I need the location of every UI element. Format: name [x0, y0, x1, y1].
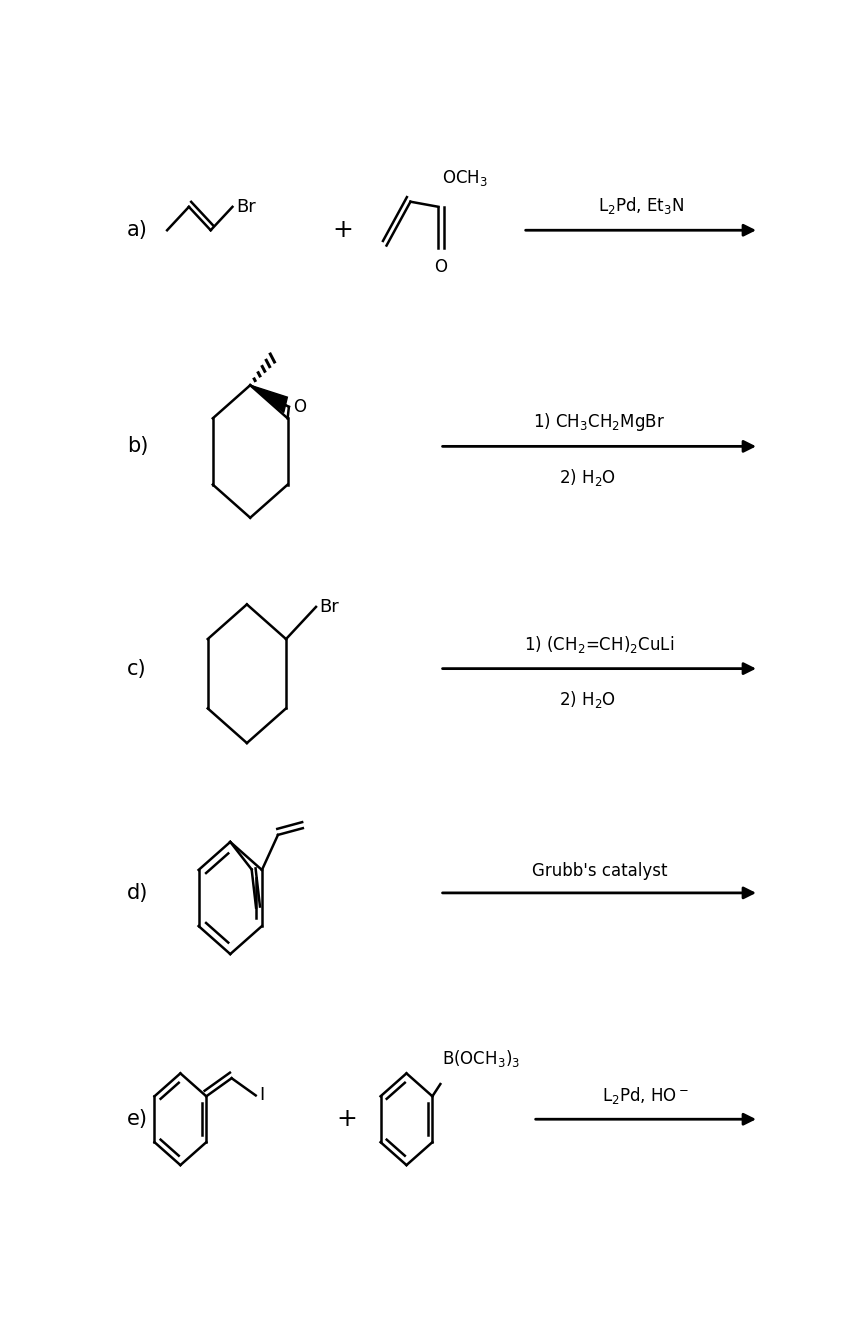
Text: 2) H$_2$O: 2) H$_2$O: [559, 688, 616, 710]
Text: 2) H$_2$O: 2) H$_2$O: [559, 467, 616, 487]
Text: O: O: [434, 258, 448, 275]
Text: a): a): [127, 220, 148, 240]
Text: O: O: [293, 399, 305, 416]
Text: c): c): [127, 658, 147, 679]
Text: d): d): [127, 883, 148, 903]
Text: +: +: [333, 218, 353, 242]
Polygon shape: [251, 385, 287, 413]
Text: +: +: [336, 1107, 357, 1131]
Text: 1) (CH$_2$=CH)$_2$CuLi: 1) (CH$_2$=CH)$_2$CuLi: [524, 634, 674, 655]
Text: I: I: [259, 1087, 264, 1104]
Text: L$_2$Pd, HO$^-$: L$_2$Pd, HO$^-$: [602, 1084, 689, 1106]
Text: L$_2$Pd, Et$_3$N: L$_2$Pd, Et$_3$N: [598, 195, 685, 216]
Text: B(OCH$_3$)$_3$: B(OCH$_3$)$_3$: [442, 1047, 520, 1068]
Text: Br: Br: [319, 598, 339, 616]
Text: OCH$_3$: OCH$_3$: [442, 168, 487, 188]
Text: b): b): [127, 437, 148, 457]
Text: e): e): [127, 1110, 148, 1129]
Text: Br: Br: [236, 197, 256, 216]
Text: 1) CH$_3$CH$_2$MgBr: 1) CH$_3$CH$_2$MgBr: [534, 412, 665, 433]
Text: Grubb's catalyst: Grubb's catalyst: [532, 862, 667, 879]
